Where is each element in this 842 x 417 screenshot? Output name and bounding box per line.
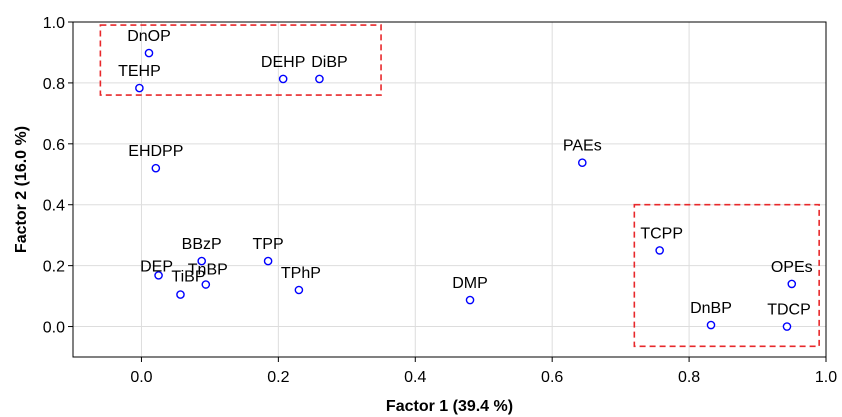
x-tick-label: 0.2 <box>267 369 289 386</box>
point-marker-tehp <box>135 83 144 93</box>
point-label-dnbp: DnBP <box>690 300 732 317</box>
y-tick-label: 0.8 <box>43 76 65 93</box>
point-marker-dibp <box>315 74 324 84</box>
point-label-dnop: DnOP <box>127 28 171 45</box>
point-marker-tibp <box>176 290 185 299</box>
point-marker-tpp <box>263 256 273 266</box>
point-label-tibp: TiBP <box>171 269 205 286</box>
point-label-bbzp: BBzP <box>182 236 222 253</box>
point-marker-dnbp <box>706 320 716 330</box>
x-tick-label: 0.8 <box>678 369 700 386</box>
point-marker-dnop <box>144 48 154 58</box>
point-marker-tdcp <box>782 322 792 331</box>
point-marker-paes <box>578 158 587 167</box>
y-tick-label: 0.6 <box>43 137 65 154</box>
point-marker-tcpp <box>655 246 664 255</box>
point-label-paes: PAEs <box>563 138 602 155</box>
point-label-dehp: DEHP <box>261 54 305 71</box>
x-tick-label: 0.0 <box>130 369 152 386</box>
point-marker-tphp <box>294 285 304 295</box>
plot-frame <box>72 21 827 358</box>
x-tick-label: 1.0 <box>815 369 837 386</box>
y-tick-label: 1.0 <box>43 15 65 32</box>
point-marker-opes <box>787 279 797 289</box>
x-tick-label: 0.6 <box>541 369 563 386</box>
y-tick-label: 0.4 <box>43 198 65 215</box>
highlight-boxes <box>99 24 820 348</box>
x-axis-title: Factor 1 (39.4 %) <box>386 398 513 415</box>
y-tick-label: 0.2 <box>43 259 65 276</box>
y-axis-title: Factor 2 (16.0 %) <box>13 126 30 253</box>
x-tick-label: 0.4 <box>404 369 426 386</box>
point-label-ehdpp: EHDPP <box>128 143 183 160</box>
point-label-tcpp: TCPP <box>640 225 683 242</box>
highlight-box <box>633 203 820 348</box>
point-label-dmp: DMP <box>452 275 488 292</box>
point-label-tnbp: TnBP <box>188 262 228 279</box>
point-marker-dep <box>154 271 163 280</box>
point-label-tpp: TPP <box>253 236 284 253</box>
y-tick-label: 0.0 <box>43 320 65 337</box>
point-marker-ehdpp <box>151 163 161 173</box>
point-marker-dmp <box>465 295 475 305</box>
point-label-tphp: TPhP <box>281 265 321 282</box>
point-label-opes: OPEs <box>771 259 813 276</box>
point-marker-bbzp <box>197 256 206 266</box>
point-label-dibp: DiBP <box>311 54 347 71</box>
data-points: DnOP TEHP DEHP DiBP EHDPP PAEs BBzP DEPTiBPTnBP… <box>118 28 813 331</box>
point-label-dep: DEP <box>140 258 173 275</box>
axis-ticks: 0.0 0.2 0.4 0.6 0.8 1.0 0.0 0.2 0.4 0.6 0.8 1.0 <box>43 15 837 386</box>
point-label-tehp: TEHP <box>118 63 161 80</box>
point-marker-dehp <box>278 74 288 84</box>
point-label-tdcp: TDCP <box>767 302 811 319</box>
highlight-box <box>99 24 382 96</box>
point-marker-tnbp <box>201 280 211 289</box>
